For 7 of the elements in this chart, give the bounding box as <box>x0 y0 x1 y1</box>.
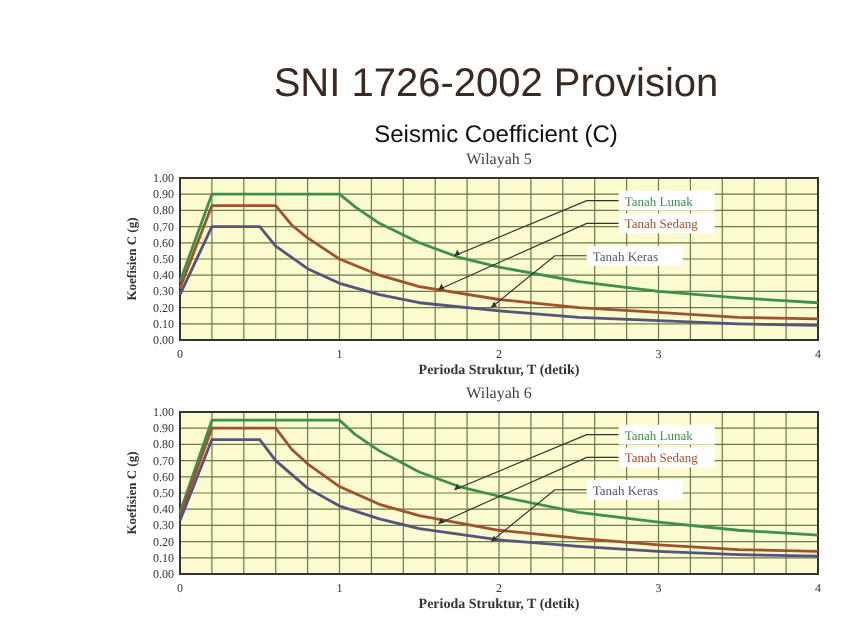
chart-title: Wilayah 5 <box>466 150 532 168</box>
text: Seismic Coefficient (C) <box>374 120 618 148</box>
text: SNI 1726-2002 Provision <box>273 62 719 106</box>
chart-title: Wilayah 6 <box>466 384 532 402</box>
line-series <box>178 204 820 321</box>
line-series <box>178 192 820 305</box>
line-series <box>178 418 820 537</box>
